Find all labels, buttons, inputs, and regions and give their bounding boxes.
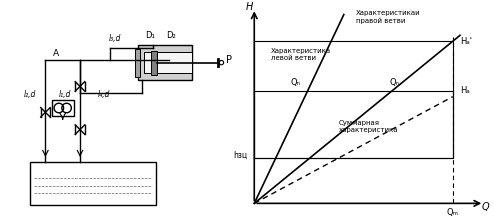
- Bar: [52, 100, 74, 116]
- Text: l₃,d: l₃,d: [108, 34, 121, 43]
- Text: l₂,d: l₂,d: [24, 90, 37, 99]
- Bar: [30, 162, 156, 205]
- Text: Характеристика
левой ветви: Характеристика левой ветви: [271, 48, 331, 61]
- Bar: [138, 45, 192, 80]
- Text: D₂: D₂: [166, 31, 175, 40]
- Bar: [151, 51, 157, 75]
- Text: P: P: [226, 55, 232, 65]
- Text: Hₐ: Hₐ: [460, 86, 470, 95]
- Text: Суммарная
характеристика: Суммарная характеристика: [339, 119, 399, 133]
- Bar: [135, 49, 140, 77]
- Text: Hₐ': Hₐ': [460, 37, 472, 46]
- Text: D₁: D₁: [145, 31, 155, 40]
- Text: A: A: [53, 49, 59, 58]
- Text: Характеристикаи
правой ветви: Характеристикаи правой ветви: [356, 10, 420, 24]
- Text: H: H: [246, 2, 253, 13]
- Text: Qₙ: Qₙ: [290, 78, 301, 87]
- Bar: [144, 52, 192, 73]
- Text: l₄,d: l₄,d: [97, 90, 110, 99]
- Text: Qₙ: Qₙ: [390, 78, 400, 87]
- Text: Q: Q: [482, 202, 489, 211]
- Text: Qₘ: Qₘ: [447, 208, 459, 216]
- Text: hзц: hзц: [233, 151, 247, 160]
- Text: l₁,d: l₁,d: [59, 90, 71, 99]
